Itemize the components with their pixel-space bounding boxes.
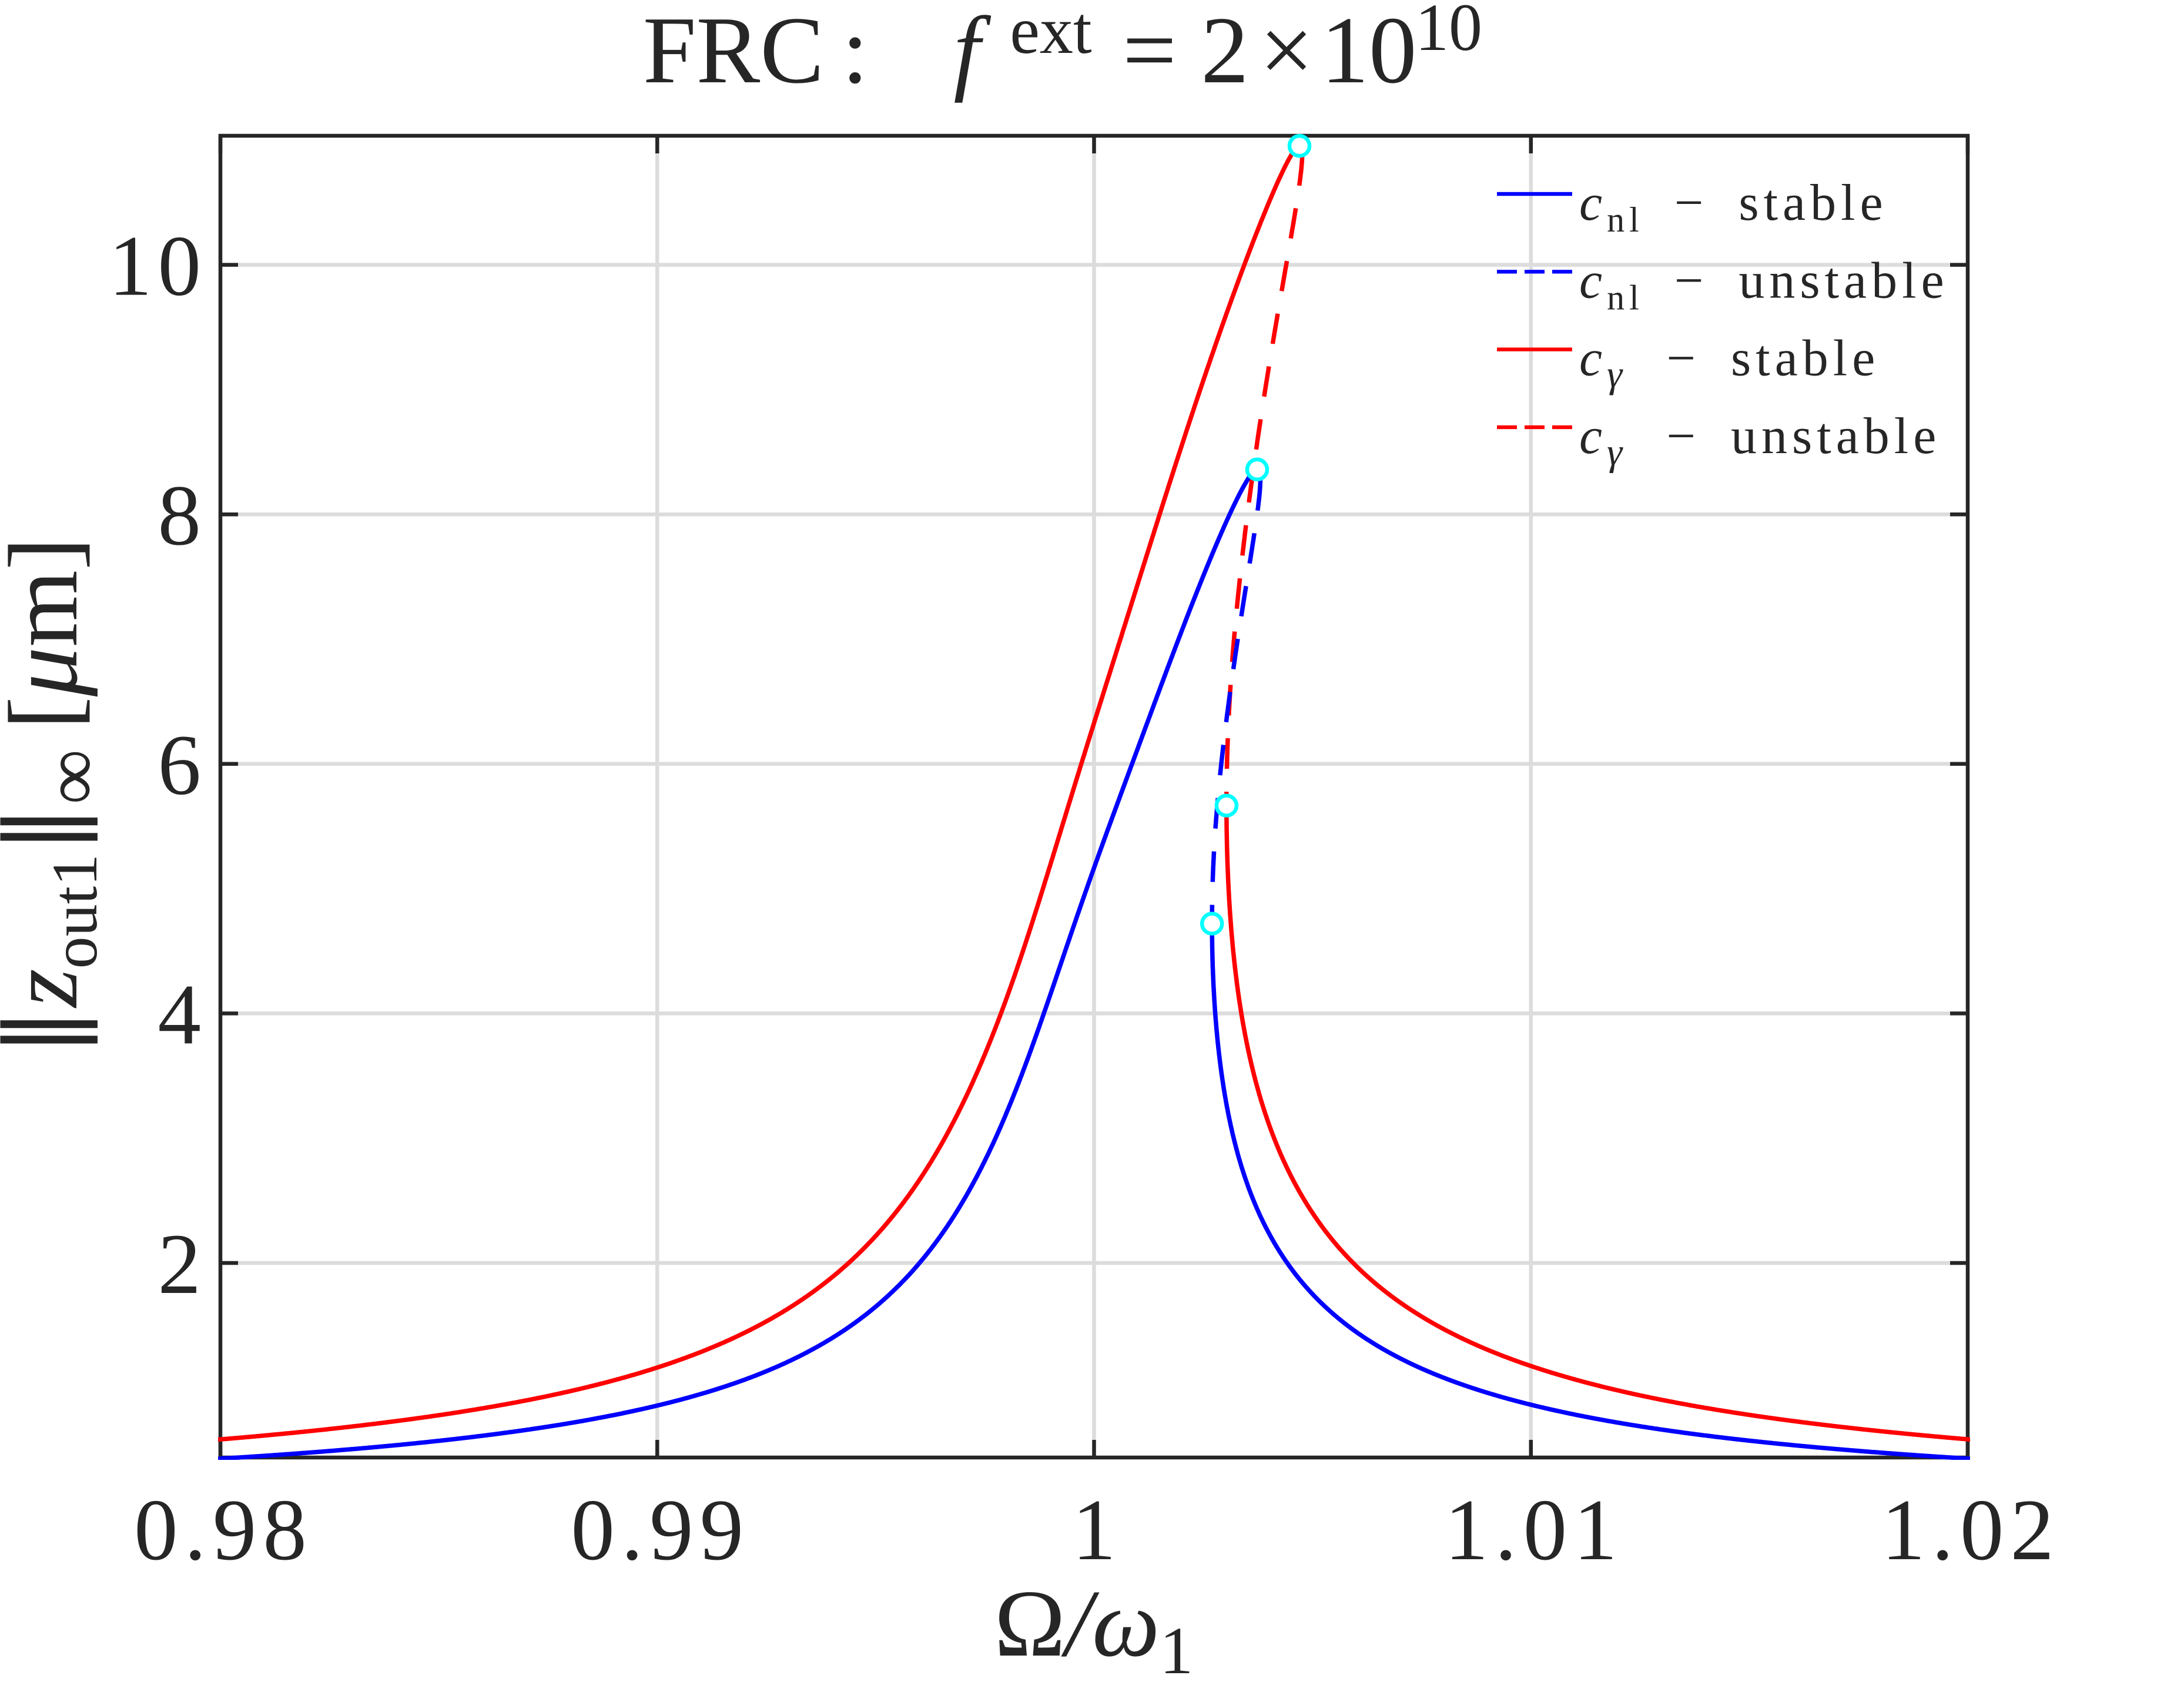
svg-text:cnl − stable: cnl − stable — [1579, 175, 1888, 239]
svg-text::: : — [842, 0, 868, 103]
svg-text:10: 10 — [1415, 0, 1482, 65]
svg-text:2: 2 — [158, 1216, 207, 1312]
svg-text:10: 10 — [109, 218, 207, 314]
svg-text:FRC: FRC — [643, 0, 824, 103]
svg-text:1.02: 1.02 — [1881, 1482, 2061, 1579]
svg-text:ext: ext — [1010, 0, 1091, 68]
svg-text:cnl − unstable: cnl − unstable — [1579, 252, 1949, 317]
svg-text:10: 10 — [1321, 0, 1417, 103]
svg-text:=: = — [1123, 0, 1177, 103]
svg-text:0.98: 0.98 — [134, 1482, 313, 1579]
svg-text:1: 1 — [1072, 1482, 1123, 1579]
svg-text:0.99: 0.99 — [571, 1482, 750, 1579]
svg-text:2: 2 — [1201, 0, 1249, 103]
svg-text:4: 4 — [158, 966, 207, 1062]
svg-text:×: × — [1260, 0, 1314, 103]
svg-text:1.01: 1.01 — [1445, 1482, 1624, 1579]
svg-text:6: 6 — [158, 717, 207, 813]
svg-text:cγ − unstable: cγ − unstable — [1579, 408, 1941, 474]
svg-text:8: 8 — [158, 467, 207, 563]
svg-text:cγ − stable: cγ − stable — [1579, 330, 1880, 396]
